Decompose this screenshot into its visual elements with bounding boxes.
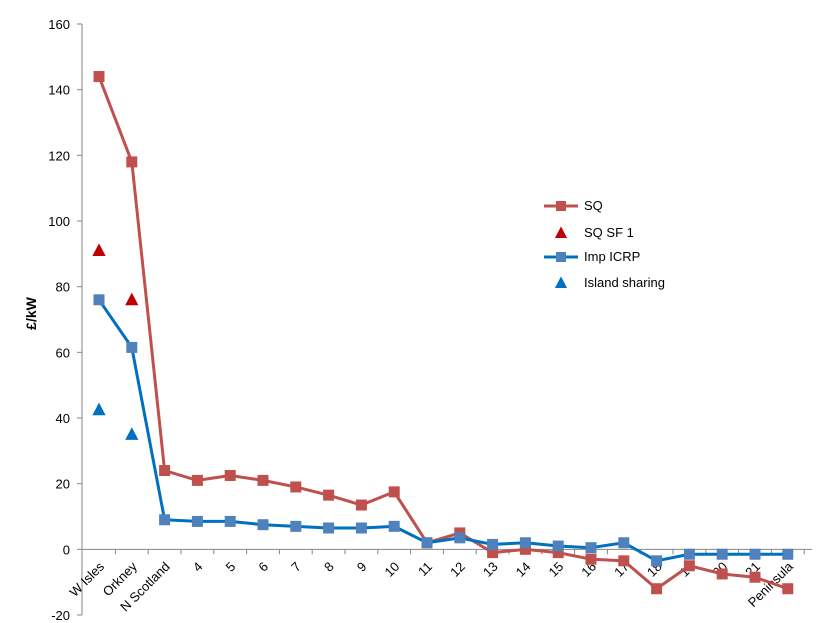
legend-label: Imp ICRP [584,249,640,264]
y-tick-label: 120 [48,148,70,163]
y-tick-label: 40 [56,411,70,426]
x-tick-label: 14 [513,559,534,580]
data-point [323,489,335,501]
x-tick-label: 10 [381,559,402,580]
series-island-sharing [92,402,139,440]
x-tick-label: 11 [415,559,435,579]
data-point [585,542,597,554]
data-point [92,402,106,416]
data-point [93,71,105,83]
data-point [454,532,466,544]
y-tick-label: 20 [56,477,70,492]
x-tick-label: 13 [480,559,501,580]
x-tick-label: W Isles [66,559,107,600]
series-sq-sf-1 [92,243,139,306]
legend-item: SQ [544,198,603,213]
x-tick-label: 6 [255,559,271,575]
data-point [159,465,171,477]
x-tick-label: 5 [223,559,239,575]
data-point [388,520,400,532]
data-point [618,537,630,549]
data-point [125,427,139,440]
series-sq [93,71,794,595]
data-point [651,555,663,567]
data-point [290,481,302,493]
x-tick-label: 9 [354,559,370,575]
data-point [618,555,630,567]
data-point [290,520,302,532]
data-point [159,514,171,526]
y-tick-label: 100 [48,214,70,229]
legend-item: SQ SF 1 [554,225,634,240]
data-point [421,537,433,549]
data-point [782,583,794,595]
legend-marker [554,276,568,288]
data-point [519,537,531,549]
data-point [355,499,367,511]
legend-label: Island sharing [584,275,665,290]
x-tick-label: 4 [190,559,206,575]
legend: SQ SQ SF 1 Imp ICRP Island sharing [544,198,665,290]
x-tick-label: 8 [321,559,337,575]
y-tick-label: 0 [63,542,70,557]
x-tick-label: 7 [288,559,304,575]
legend-marker [556,252,566,262]
data-point [388,486,400,498]
data-point [651,583,663,595]
series-line [97,75,789,591]
legend-marker [556,201,566,211]
data-point [224,515,236,527]
series-imp-icrp [93,294,794,567]
data-point [126,156,138,168]
data-point [92,243,106,256]
x-tick-label: 15 [545,559,566,580]
data-point [749,548,761,560]
data-point [487,547,499,559]
data-point [257,519,269,531]
y-tick-label: 140 [48,83,70,98]
data-point [552,540,564,552]
data-point [224,469,236,481]
data-point [782,548,794,560]
y-tick-label: 60 [56,345,70,360]
legend-label: SQ SF 1 [584,225,634,240]
data-point [191,515,203,527]
data-point [716,548,728,560]
x-tick-label: 12 [447,559,468,580]
data-point [126,341,138,353]
data-point [355,522,367,534]
data-point [257,474,269,486]
data-point [487,538,499,550]
legend-item: Island sharing [554,275,665,290]
data-point [585,553,597,565]
data-point [323,522,335,534]
y-tick-label: 160 [48,17,70,32]
data-point [749,571,761,583]
series-line [97,298,788,563]
data-point [125,292,139,306]
data-point [191,474,203,486]
data-point [552,547,564,559]
data-point [683,548,695,560]
data-point [93,294,105,306]
legend-marker [554,226,568,238]
legend-item: Imp ICRP [544,249,640,264]
legend-label: SQ [584,198,603,213]
y-tick-label: -20 [51,608,70,623]
data-point [716,568,728,580]
y-axis-label: £/kW [23,296,39,329]
y-tick-label: 80 [56,280,70,295]
data-point [683,560,695,572]
data-point [519,543,531,555]
series-layer [92,71,794,595]
